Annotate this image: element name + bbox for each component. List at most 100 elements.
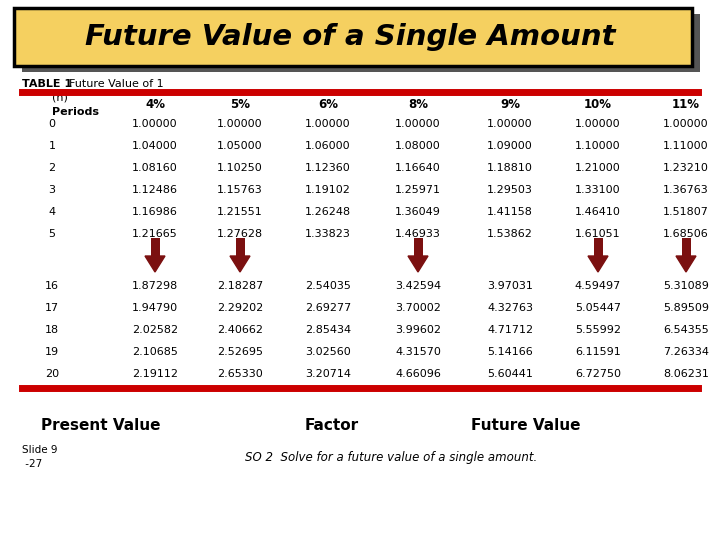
Polygon shape <box>588 256 608 272</box>
Text: 2.52695: 2.52695 <box>217 347 263 357</box>
Text: 4.66096: 4.66096 <box>395 369 441 379</box>
FancyBboxPatch shape <box>22 14 700 72</box>
Text: 1.12360: 1.12360 <box>305 163 351 173</box>
Text: 6.72750: 6.72750 <box>575 369 621 379</box>
Text: TABLE 1: TABLE 1 <box>22 79 72 89</box>
Text: 1.00000: 1.00000 <box>663 119 708 129</box>
Text: 5.60441: 5.60441 <box>487 369 533 379</box>
Text: 5%: 5% <box>230 98 250 111</box>
Text: 1.36049: 1.36049 <box>395 207 441 217</box>
Bar <box>682 238 690 256</box>
Text: 19: 19 <box>45 347 59 357</box>
Text: 1.23210: 1.23210 <box>663 163 709 173</box>
Text: 20: 20 <box>45 369 59 379</box>
Text: 1.21665: 1.21665 <box>132 229 178 239</box>
Polygon shape <box>145 256 165 272</box>
Text: 1.15763: 1.15763 <box>217 185 263 195</box>
Text: 1.00000: 1.00000 <box>132 119 178 129</box>
Text: 2.19112: 2.19112 <box>132 369 178 379</box>
Text: 6.54355: 6.54355 <box>663 325 709 335</box>
Polygon shape <box>408 256 428 272</box>
Text: 1.00000: 1.00000 <box>487 119 533 129</box>
Text: 1.04000: 1.04000 <box>132 141 178 151</box>
Text: 3.02560: 3.02560 <box>305 347 351 357</box>
Text: 3.99602: 3.99602 <box>395 325 441 335</box>
Text: 4.59497: 4.59497 <box>575 281 621 291</box>
Text: 2.02582: 2.02582 <box>132 325 178 335</box>
Text: 5.05447: 5.05447 <box>575 303 621 313</box>
Text: 4.31570: 4.31570 <box>395 347 441 357</box>
Text: Present Value: Present Value <box>41 418 161 434</box>
Text: 3.70002: 3.70002 <box>395 303 441 313</box>
Text: 4%: 4% <box>145 98 165 111</box>
Text: Future Value of 1: Future Value of 1 <box>62 79 163 89</box>
Text: 1.11000: 1.11000 <box>663 141 708 151</box>
Text: 1.00000: 1.00000 <box>395 119 441 129</box>
Text: 1.46933: 1.46933 <box>395 229 441 239</box>
Text: Future Value of a Single Amount: Future Value of a Single Amount <box>85 23 616 51</box>
Text: 1.21551: 1.21551 <box>217 207 263 217</box>
Text: 1.00000: 1.00000 <box>217 119 263 129</box>
Text: 1.53862: 1.53862 <box>487 229 533 239</box>
Text: 3: 3 <box>48 185 55 195</box>
Text: Future Value: Future Value <box>471 418 580 434</box>
Text: 1.68506: 1.68506 <box>663 229 709 239</box>
Text: 1.94790: 1.94790 <box>132 303 178 313</box>
Text: 2.65330: 2.65330 <box>217 369 263 379</box>
Text: 10%: 10% <box>584 98 612 111</box>
Text: 1.09000: 1.09000 <box>487 141 533 151</box>
Text: 1.25971: 1.25971 <box>395 185 441 195</box>
Text: 1.00000: 1.00000 <box>575 119 621 129</box>
Text: 18: 18 <box>45 325 59 335</box>
Text: 1.46410: 1.46410 <box>575 207 621 217</box>
Text: 1.19102: 1.19102 <box>305 185 351 195</box>
Text: 1.27628: 1.27628 <box>217 229 263 239</box>
Text: 2.18287: 2.18287 <box>217 281 263 291</box>
Text: 1.12486: 1.12486 <box>132 185 178 195</box>
Text: 5.14166: 5.14166 <box>487 347 533 357</box>
Text: 6.11591: 6.11591 <box>575 347 621 357</box>
Text: 1.10000: 1.10000 <box>575 141 621 151</box>
Text: 1.05000: 1.05000 <box>217 141 263 151</box>
Text: 1.41158: 1.41158 <box>487 207 533 217</box>
Text: 1.21000: 1.21000 <box>575 163 621 173</box>
Text: 5.55992: 5.55992 <box>575 325 621 335</box>
Text: 3.97031: 3.97031 <box>487 281 533 291</box>
Text: 2.10685: 2.10685 <box>132 347 178 357</box>
Text: 3.42594: 3.42594 <box>395 281 441 291</box>
Text: 1.33100: 1.33100 <box>575 185 621 195</box>
Text: Slide 9: Slide 9 <box>22 445 58 455</box>
Text: 2.54035: 2.54035 <box>305 281 351 291</box>
Bar <box>235 238 245 256</box>
Text: 1.10250: 1.10250 <box>217 163 263 173</box>
Bar <box>593 238 603 256</box>
Text: 2.85434: 2.85434 <box>305 325 351 335</box>
Text: 2.40662: 2.40662 <box>217 325 263 335</box>
Bar <box>150 238 160 256</box>
Text: 6%: 6% <box>318 98 338 111</box>
Polygon shape <box>676 256 696 272</box>
Text: 5.31089: 5.31089 <box>663 281 709 291</box>
Text: 4.71712: 4.71712 <box>487 325 533 335</box>
Text: Periods: Periods <box>52 107 99 117</box>
Text: 1.29503: 1.29503 <box>487 185 533 195</box>
Text: 2: 2 <box>48 163 55 173</box>
Text: 1: 1 <box>48 141 55 151</box>
Text: 1.16640: 1.16640 <box>395 163 441 173</box>
Text: 9%: 9% <box>500 98 520 111</box>
Text: SO 2  Solve for a future value of a single amount.: SO 2 Solve for a future value of a singl… <box>245 451 537 464</box>
Text: 1.36763: 1.36763 <box>663 185 709 195</box>
Text: 3.20714: 3.20714 <box>305 369 351 379</box>
Text: (n): (n) <box>52 93 68 103</box>
FancyBboxPatch shape <box>14 8 692 66</box>
Text: 1.16986: 1.16986 <box>132 207 178 217</box>
Text: 16: 16 <box>45 281 59 291</box>
Text: -27: -27 <box>22 459 42 469</box>
Text: Factor: Factor <box>304 418 359 434</box>
Text: 2.69277: 2.69277 <box>305 303 351 313</box>
Text: 1.61051: 1.61051 <box>575 229 621 239</box>
Bar <box>413 238 423 256</box>
Text: 1.87298: 1.87298 <box>132 281 178 291</box>
Text: 8%: 8% <box>408 98 428 111</box>
Text: 5.89509: 5.89509 <box>663 303 709 313</box>
